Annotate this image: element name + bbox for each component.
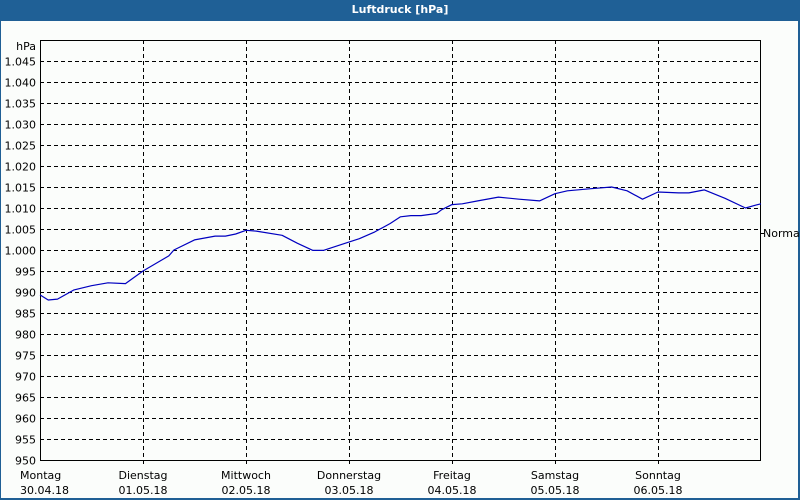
x-tick-day: Montag (20, 469, 61, 482)
y-tick-label: 975 (15, 350, 36, 363)
x-tick-day: Samstag (531, 469, 579, 482)
chart-title: Luftdruck [hPa] (0, 0, 800, 20)
y-tick-label: 1.010 (5, 203, 37, 216)
y-tick-label: 1.030 (5, 119, 37, 132)
x-tick-date: 02.05.18 (222, 484, 271, 497)
y-tick-label: 960 (15, 413, 36, 426)
x-tick-day: Freitag (433, 469, 471, 482)
x-tick-date: 03.05.18 (325, 484, 374, 497)
x-tick-day: Sonntag (635, 469, 681, 482)
y-tick-label: 955 (15, 434, 36, 447)
normal-label: Normal (763, 227, 800, 240)
x-tick-day: Dienstag (118, 469, 167, 482)
x-tick-date: 04.05.18 (428, 484, 477, 497)
y-tick-label: 1.015 (5, 182, 37, 195)
y-tick-label: 995 (15, 266, 36, 279)
y-tick-label: 1.040 (5, 77, 37, 90)
y-tick-label: 970 (15, 371, 36, 384)
y-tick-label: 1.045 (5, 56, 37, 69)
x-tick-date: 06.05.18 (634, 484, 683, 497)
y-tick-label: 950 (15, 455, 36, 468)
y-unit-label: hPa (16, 40, 36, 53)
x-tick-date: 05.05.18 (531, 484, 580, 497)
x-tick-date: 01.05.18 (119, 484, 168, 497)
y-tick-label: 1.035 (5, 98, 37, 111)
y-tick-label: 980 (15, 329, 36, 342)
y-tick-label: 990 (15, 287, 36, 300)
x-tick-date: 30.04.18 (20, 484, 69, 497)
y-tick-label: 965 (15, 392, 36, 405)
y-tick-label: 1.025 (5, 140, 37, 153)
y-tick-label: 1.005 (5, 224, 37, 237)
pressure-line (39, 186, 762, 301)
y-tick-label: 1.020 (5, 161, 37, 174)
y-tick-label: 985 (15, 308, 36, 321)
x-tick-day: Mittwoch (221, 469, 271, 482)
y-tick-label: 1.000 (5, 245, 37, 258)
plot-frame (40, 40, 761, 461)
x-tick-day: Donnerstag (317, 469, 381, 482)
